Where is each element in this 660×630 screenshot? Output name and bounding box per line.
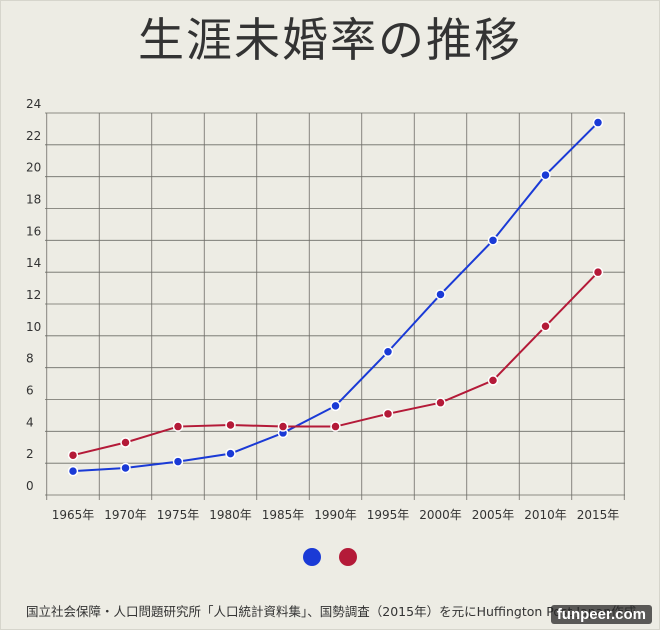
data-point-series-2 [330,421,341,432]
data-point-series-1 [382,346,394,357]
data-point-series-2 [592,266,604,278]
x-tick-label: 1995年 [367,508,410,522]
data-point-series-1 [435,289,446,300]
x-tick-label: 1985年 [262,508,305,522]
data-point-series-2 [435,397,446,408]
y-tick-label: 20 [26,161,41,175]
y-tick-label: 12 [26,288,41,302]
data-point-series-1 [172,456,184,467]
data-point-series-1 [120,462,131,474]
data-point-series-2 [540,321,551,332]
x-tick-label: 1965年 [52,508,95,522]
y-tick-label: 10 [26,320,41,334]
y-tick-label: 2 [26,447,34,461]
data-point-series-2 [382,408,394,420]
y-tick-label: 18 [26,193,41,207]
data-point-series-1 [330,400,341,412]
data-point-series-2 [120,437,131,448]
data-point-series-2 [67,449,79,461]
legend-marker-series-1[interactable] [303,548,321,566]
chart-title: 生涯未婚率の推移 [138,13,522,67]
x-tick-label: 1990年 [314,508,357,522]
y-tick-label: 0 [26,479,34,493]
x-tick-label: 1975年 [157,508,200,522]
data-point-series-1 [225,448,236,459]
y-tick-label: 16 [26,224,41,238]
x-tick-label: 1970年 [104,508,147,522]
data-point-series-1 [592,117,604,128]
data-point-series-1 [540,169,551,181]
x-tick-label: 2010年 [524,508,567,522]
y-tick-label: 14 [26,256,41,270]
y-tick-label: 8 [26,352,34,366]
data-point-series-2 [225,419,236,431]
y-tick-label: 6 [26,384,34,398]
y-tick-label: 4 [26,415,34,429]
x-tick-label: 2015年 [577,508,620,522]
y-tick-label: 24 [26,97,41,111]
data-point-series-2 [487,375,499,386]
y-tick-label: 22 [26,129,41,143]
x-tick-label: 2005年 [472,508,515,522]
data-point-series-2 [172,421,184,432]
data-point-series-1 [67,465,79,477]
legend [0,548,660,566]
legend-marker-series-2[interactable] [339,548,357,566]
data-point-series-2 [277,421,289,432]
source-note: 国立社会保障・人口問題研究所「人口統計資料集」、国勢調査（2015年）を元にHu… [26,604,637,619]
x-tick-label: 2000年 [419,508,462,522]
x-tick-label: 1980年 [209,508,252,522]
watermark: funpeer.com [550,605,652,624]
data-point-series-1 [487,235,499,246]
